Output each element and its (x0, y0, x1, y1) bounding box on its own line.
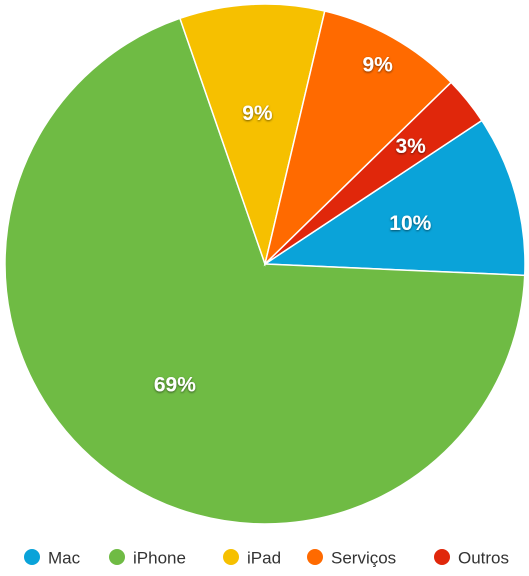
legend-item-iphone: iPhone (109, 549, 186, 568)
legend-swatch (307, 549, 323, 565)
pie-labels: 10% 69% 9% 9% 3% (154, 53, 432, 396)
legend-item-ipad: iPad (223, 549, 281, 568)
legend-swatch (24, 549, 40, 565)
legend-label: iPad (247, 549, 281, 568)
pie-slice-mac (262, 119, 526, 277)
pie-slice-servicos (263, 10, 453, 267)
slice-label-outros: 3% (396, 135, 427, 158)
slice-label-ipad: 9% (242, 102, 273, 125)
pie-slices (4, 3, 526, 525)
legend-item-outros: Outros (434, 549, 509, 568)
legend-label: Outros (458, 549, 509, 568)
pie-slice-ipad (178, 3, 326, 267)
legend-label: Serviços (331, 549, 396, 568)
legend-swatch (434, 549, 450, 565)
legend-item-mac: Mac (24, 549, 81, 568)
legend-label: iPhone (133, 549, 186, 568)
slice-label-iphone: 69% (154, 373, 196, 396)
legend: Mac iPhone iPad Serviços Outros (24, 549, 509, 568)
pie-slice-iphone (4, 17, 526, 525)
legend-swatch (109, 549, 125, 565)
slice-label-servicos: 9% (362, 53, 393, 76)
legend-item-servicos: Serviços (307, 549, 396, 568)
legend-swatch (223, 549, 239, 565)
pie-slice-outros (264, 81, 483, 265)
legend-label: Mac (48, 549, 81, 568)
slice-label-mac: 10% (389, 212, 431, 235)
